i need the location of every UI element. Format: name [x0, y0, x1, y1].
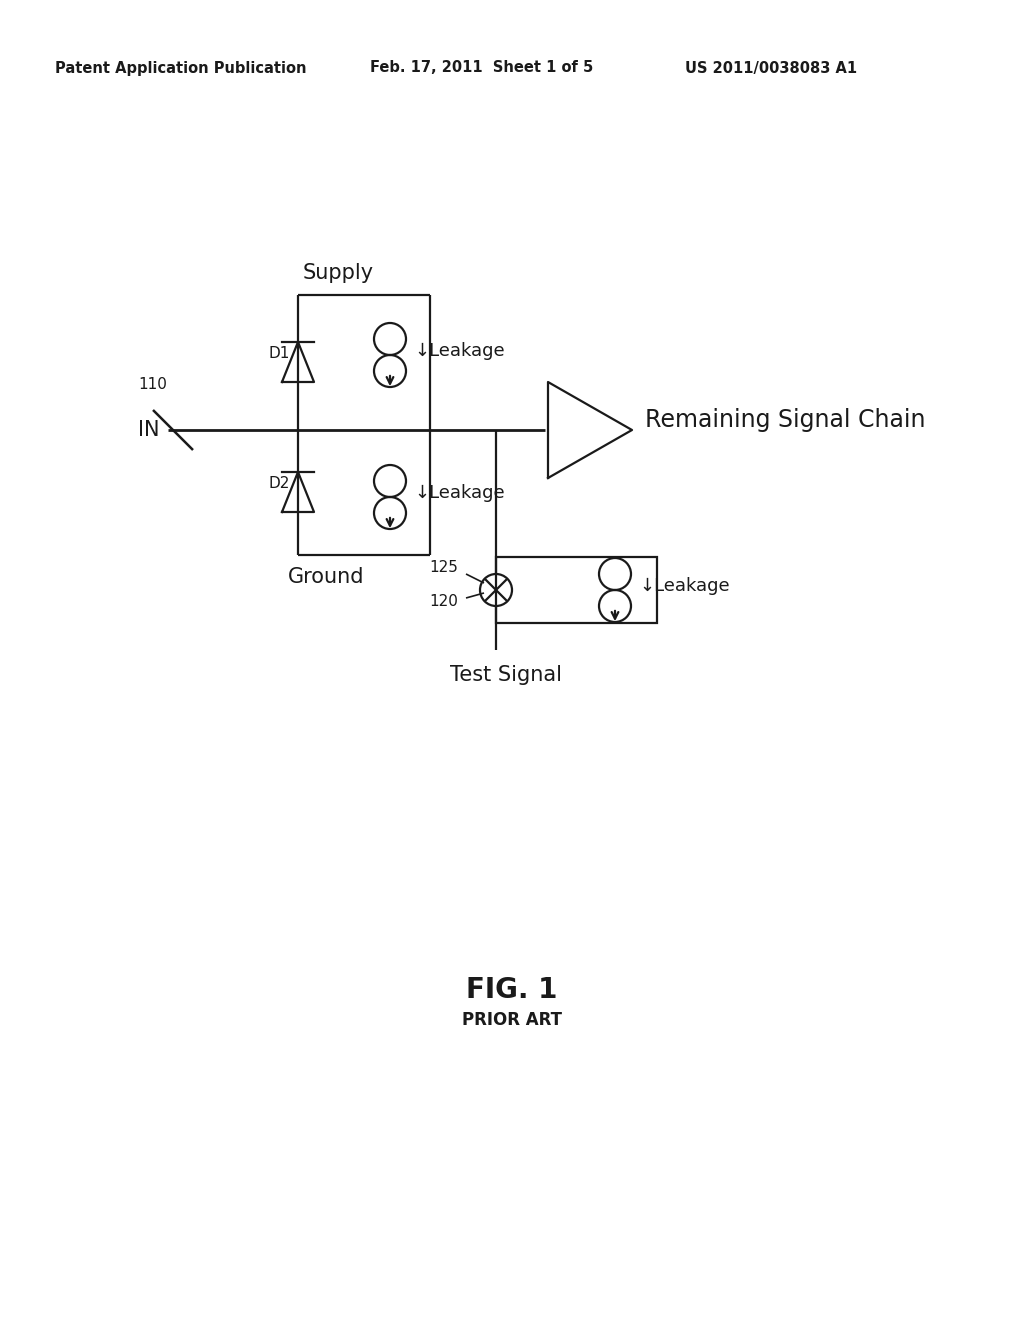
- Text: PRIOR ART: PRIOR ART: [462, 1011, 562, 1030]
- Text: 110: 110: [138, 378, 167, 392]
- Text: 120: 120: [429, 594, 458, 610]
- Text: ↓Leakage: ↓Leakage: [414, 342, 505, 360]
- Text: IN: IN: [138, 420, 160, 440]
- Text: Test Signal: Test Signal: [450, 665, 562, 685]
- Text: Ground: Ground: [288, 568, 365, 587]
- Text: 125: 125: [429, 561, 458, 576]
- Text: FIG. 1: FIG. 1: [466, 975, 558, 1005]
- Bar: [496, 557, 657, 623]
- Text: Patent Application Publication: Patent Application Publication: [55, 61, 306, 75]
- Text: US 2011/0038083 A1: US 2011/0038083 A1: [685, 61, 857, 75]
- Text: D2: D2: [268, 477, 290, 491]
- Text: ↓Leakage: ↓Leakage: [639, 577, 730, 595]
- Text: Supply: Supply: [303, 263, 374, 282]
- Text: Remaining Signal Chain: Remaining Signal Chain: [645, 408, 926, 432]
- Text: ↓Leakage: ↓Leakage: [414, 484, 505, 502]
- Text: D1: D1: [268, 346, 290, 362]
- Text: Feb. 17, 2011  Sheet 1 of 5: Feb. 17, 2011 Sheet 1 of 5: [370, 61, 593, 75]
